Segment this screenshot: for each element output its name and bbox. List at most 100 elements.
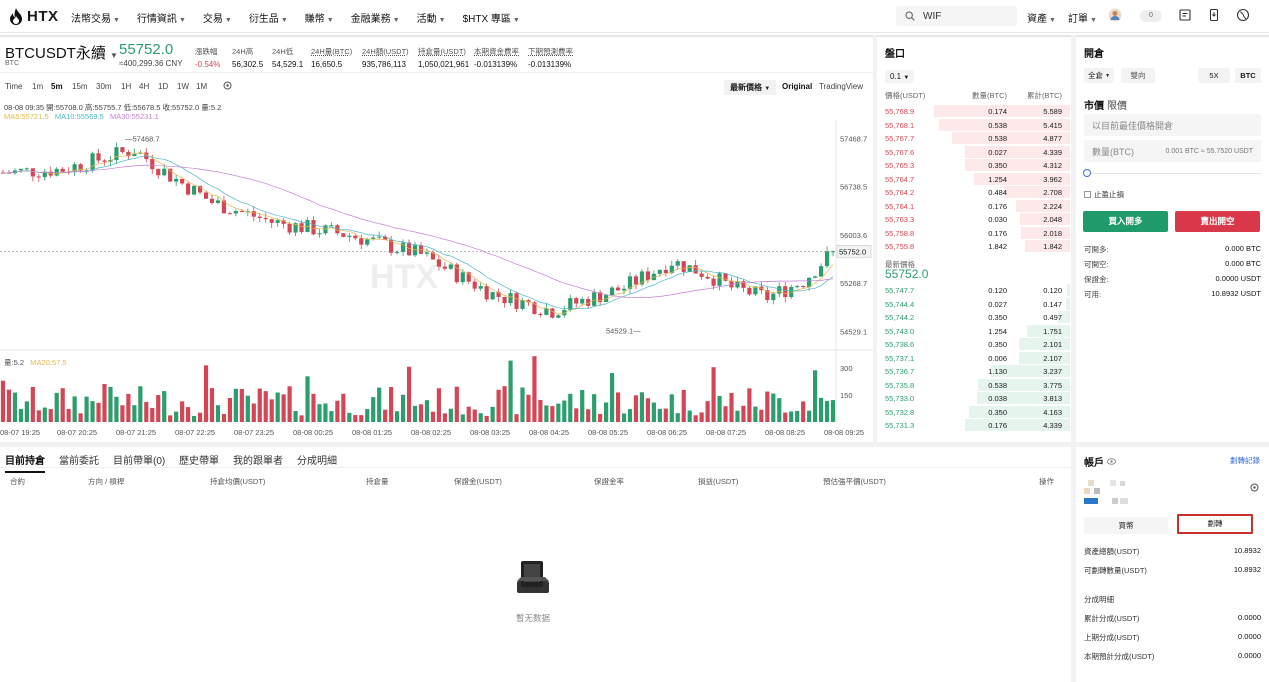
orderbook-row[interactable]: 55,768.9 0.174 5.589 xyxy=(877,105,1070,118)
nav-item-label: 法幣交易 xyxy=(71,14,111,25)
nav-item[interactable]: 衍生品 ▼ xyxy=(249,10,288,25)
search-input[interactable] xyxy=(923,10,1003,22)
search-box[interactable] xyxy=(896,6,1017,26)
orderbook-row[interactable]: 55,767.6 0.027 4.339 xyxy=(877,145,1070,159)
eye-icon[interactable] xyxy=(1107,458,1116,465)
orderbook-row[interactable]: 55,744.2 0.350 0.497 xyxy=(877,311,1070,324)
orderbook-row[interactable]: 55,738.6 0.350 2.101 xyxy=(877,338,1070,351)
chevron-down-icon: ▼ xyxy=(113,17,120,24)
timeframe-1m[interactable]: 1M xyxy=(196,82,208,91)
orderbook-row[interactable]: 55,764.7 1.254 3.962 xyxy=(877,172,1070,186)
volume-bar xyxy=(813,370,818,422)
orderbook-row[interactable]: 55,744.4 0.027 0.147 xyxy=(877,297,1070,311)
orders-menu[interactable]: 訂單 ▼ xyxy=(1068,10,1097,25)
orderbook-row[interactable]: 55,743.0 1.254 1.751 xyxy=(877,324,1070,338)
orderbook-row[interactable]: 55,758.8 0.176 2.018 xyxy=(877,226,1070,240)
volume-bar xyxy=(329,411,334,422)
transfer-button[interactable]: 劃轉 xyxy=(1177,514,1253,534)
volume-bar xyxy=(412,405,418,422)
timeframe-1m[interactable]: 1m xyxy=(32,82,44,91)
orderbook-row[interactable]: 55,755.8 1.842 1.842 xyxy=(877,240,1070,253)
tab-limit[interactable]: 限價 xyxy=(1107,101,1127,112)
sell-short-button[interactable]: 賣出開空 xyxy=(1175,211,1260,232)
leverage-button[interactable]: 5X xyxy=(1198,68,1230,83)
orderbook-row[interactable]: 55,765.3 0.350 4.312 xyxy=(877,159,1070,172)
position-tab[interactable]: 我的跟單者 xyxy=(233,456,283,467)
timeframe-4h[interactable]: 4H xyxy=(139,82,150,91)
quantity-slider-handle[interactable] xyxy=(1083,169,1091,177)
orderbook-row[interactable]: 55,731.3 0.176 4.339 xyxy=(877,419,1070,432)
timeframe-1h[interactable]: 1H xyxy=(121,82,132,91)
last-price: 55752.0 xyxy=(119,41,174,58)
timeframe-15m[interactable]: 15m xyxy=(72,82,88,91)
orderbook-row[interactable]: 55,733.0 0.038 3.813 xyxy=(877,392,1070,405)
row-price: 55,736.7 xyxy=(885,367,915,376)
view-original-tab[interactable]: Original xyxy=(782,82,813,91)
transfer-log-link[interactable]: 劃轉記錄 xyxy=(1230,456,1260,465)
position-tab[interactable]: 分成明細 xyxy=(297,456,337,467)
nav-item[interactable]: 金融業務 ▼ xyxy=(351,10,400,25)
download-app-icon[interactable] xyxy=(1207,8,1223,24)
timeframe-5m[interactable]: 5m xyxy=(51,82,63,91)
globe-icon[interactable] xyxy=(1236,8,1252,24)
buy-long-button[interactable]: 買入開多 xyxy=(1083,211,1168,232)
nav-item[interactable]: $HTX 專區 ▼ xyxy=(463,10,520,25)
quantity-field[interactable]: 數量(BTC) 0.001 BTC ≈ 55.7520 USDT xyxy=(1084,140,1261,162)
notification-badge[interactable]: 0 xyxy=(1140,10,1162,22)
unit-selector[interactable]: BTC xyxy=(1235,68,1261,83)
tpsl-checkbox[interactable]: 止盈止損 xyxy=(1084,189,1124,200)
volume-bar xyxy=(233,388,238,422)
htx-logo[interactable]: HTX xyxy=(8,7,59,25)
document-icon[interactable] xyxy=(1178,8,1194,24)
volume-bar xyxy=(239,389,244,422)
view-tradingview-tab[interactable]: TradingView xyxy=(819,82,864,91)
quantity-slider-track[interactable] xyxy=(1084,173,1261,174)
margin-mode-selector[interactable]: 全倉 ▼ xyxy=(1084,68,1114,83)
orderbook-row[interactable]: 55,764.2 0.484 2.708 xyxy=(877,186,1070,199)
orderbook-row[interactable]: 55,747.7 0.120 0.120 xyxy=(877,284,1070,297)
candle-body xyxy=(705,276,710,279)
position-tab[interactable]: 當前委託 xyxy=(59,456,99,467)
settings-icon[interactable] xyxy=(1250,483,1259,495)
orderbook-row[interactable]: 55,737.1 0.006 2.107 xyxy=(877,351,1070,365)
orderbook-row[interactable]: 55,735.8 0.538 3.775 xyxy=(877,378,1070,392)
position-tab[interactable]: 目前持倉 xyxy=(5,452,45,473)
position-mode-button[interactable]: 雙向 xyxy=(1121,68,1155,83)
search-icon xyxy=(905,11,915,21)
position-tab[interactable]: 目前帶單(0) xyxy=(113,456,166,467)
row-value: 0.0000 xyxy=(1238,613,1261,622)
time-tick: 08-07 21:25 xyxy=(116,428,156,437)
nav-item[interactable]: 行情資訊 ▼ xyxy=(137,10,186,25)
candle-body xyxy=(257,216,262,218)
timeframe-1d[interactable]: 1D xyxy=(158,82,169,91)
price-tick: 56738.5 xyxy=(840,182,867,191)
nav-item[interactable]: 賺幣 ▼ xyxy=(305,10,334,25)
price-type-dropdown[interactable]: 最新價格 ▼ xyxy=(724,80,777,95)
nav-item[interactable]: 交易 ▼ xyxy=(203,10,232,25)
symbol-selector[interactable]: BTCUSDT永續 ▼ xyxy=(5,42,118,63)
tab-market[interactable]: 市價 xyxy=(1084,101,1104,112)
orderbook-row[interactable]: 55,764.1 0.176 2.224 xyxy=(877,199,1070,213)
timeframe-30m[interactable]: 30m xyxy=(96,82,112,91)
depth-selector[interactable]: 0.1 ▼ xyxy=(885,70,915,83)
buy-coin-button[interactable]: 買幣 xyxy=(1084,517,1168,534)
price-field[interactable]: 以目前最佳價格開倉 xyxy=(1084,114,1261,136)
orderbook-row[interactable]: 55,763.3 0.030 2.048 xyxy=(877,213,1070,226)
orderbook-row[interactable]: 55,736.7 1.130 3.237 xyxy=(877,365,1070,378)
orderbook-row[interactable]: 55,768.1 0.538 5.415 xyxy=(877,118,1070,132)
chevron-down-icon: ▼ xyxy=(224,17,232,24)
indicator-settings-icon[interactable] xyxy=(222,80,233,93)
row-cum: 0.147 xyxy=(1043,299,1062,309)
nav-item[interactable]: 法幣交易 ▼ xyxy=(71,10,120,25)
timeframe-time[interactable]: Time xyxy=(5,82,23,91)
assets-menu[interactable]: 資產 ▼ xyxy=(1027,10,1056,25)
orderbook-row[interactable]: 55,767.7 0.538 4.877 xyxy=(877,132,1070,145)
timeframe-1w[interactable]: 1W xyxy=(177,82,189,91)
price-chart[interactable]: HTX57468.756738.556003.655268.754529.1—5… xyxy=(0,120,873,440)
candle-body xyxy=(639,271,645,285)
avatar[interactable] xyxy=(1108,8,1124,24)
nav-item[interactable]: 活動 ▼ xyxy=(417,10,446,25)
orderbook-row[interactable]: 55,732.8 0.350 4.163 xyxy=(877,405,1070,419)
stat-label: 漲跌幅 xyxy=(195,47,218,56)
position-tab[interactable]: 歷史帶單 xyxy=(179,456,219,467)
